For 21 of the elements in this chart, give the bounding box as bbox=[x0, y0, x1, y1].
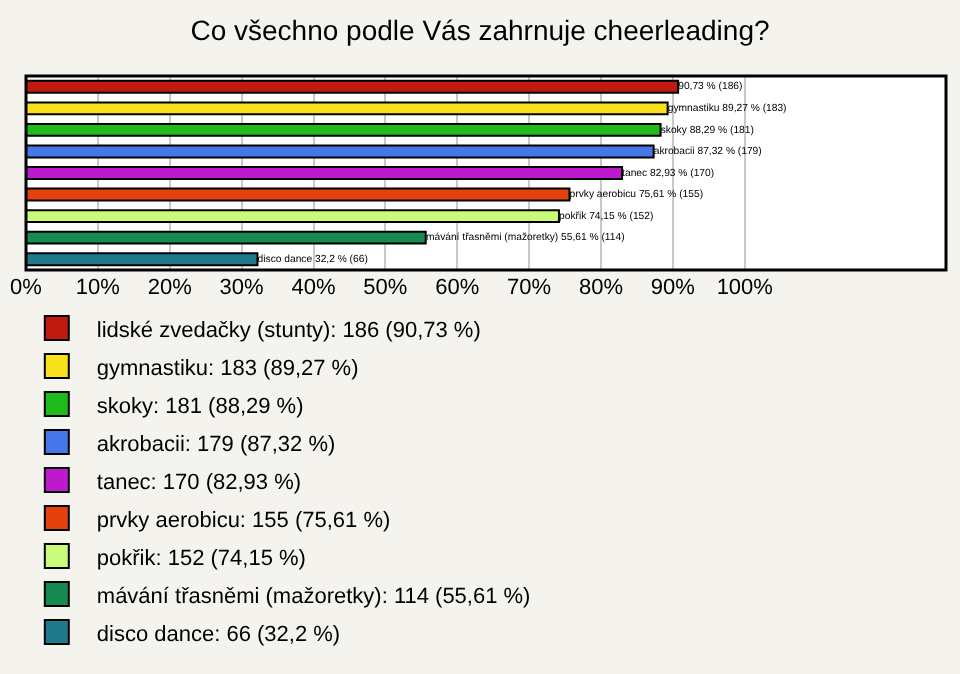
legend-label: prvky aerobicu: 155 (75,61 %) bbox=[96, 508, 391, 533]
legend-label: pokřik: 152 (74,15 %) bbox=[96, 546, 306, 571]
x-tick-label: 100% bbox=[716, 276, 774, 300]
x-tick-label: 0% bbox=[10, 276, 43, 300]
legend-label: lidské zvedačky (stunty): 186 (90,73 %) bbox=[96, 318, 481, 343]
legend-label: mávání třasněmi (mažoretky): 114 (55,61 %) bbox=[96, 584, 531, 609]
x-tick-label: 60% bbox=[435, 276, 480, 300]
x-tick-label: 20% bbox=[147, 276, 193, 300]
legend-label: tanec: 170 (82,93 %) bbox=[96, 470, 302, 495]
x-tick-label: 30% bbox=[219, 276, 265, 300]
x-tick-label: 70% bbox=[507, 276, 552, 300]
x-tick-label: 10% bbox=[75, 276, 121, 300]
legend-label: gymnastiku: 183 (89,27 %) bbox=[96, 356, 359, 381]
legend-label: akrobacii: 179 (87,32 %) bbox=[96, 432, 336, 457]
x-tick-label: 40% bbox=[291, 276, 336, 300]
x-tick-label: 90% bbox=[650, 276, 696, 300]
chart-title: Co všechno podle Vás zahrnuje cheerleading? bbox=[190, 13, 770, 46]
x-tick-label: 80% bbox=[578, 276, 624, 300]
x-tick-label: 50% bbox=[363, 276, 408, 300]
legend-label: disco dance: 66 (32,2 %) bbox=[96, 622, 341, 647]
legend-label: skoky: 181 (88,29 %) bbox=[96, 394, 304, 419]
